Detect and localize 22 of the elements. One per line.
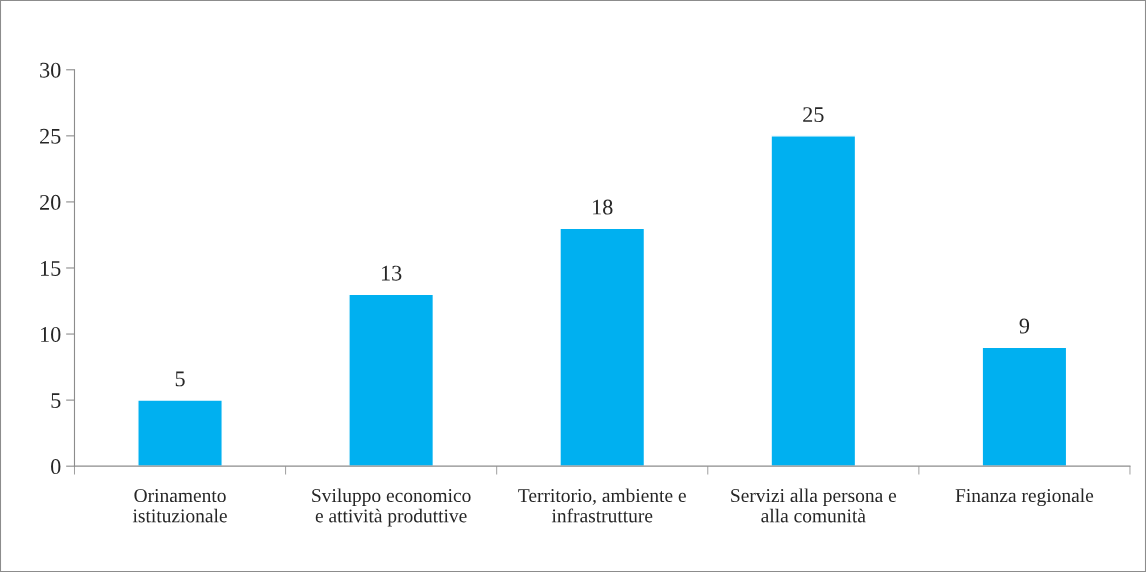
data-label: 18 xyxy=(593,199,613,215)
y-tick-label: 20 xyxy=(40,194,61,210)
x-tick-label: Orinamento istituzionale xyxy=(132,489,227,523)
bar xyxy=(137,399,223,467)
x-tick-label: Servizi alla persona e alla comunità xyxy=(731,488,897,523)
bar xyxy=(770,135,857,467)
y-tick-label: 0 xyxy=(51,459,61,475)
x-tick-label: Territorio, ambiente e infrastrutture xyxy=(518,488,686,523)
data-label: 5 xyxy=(175,371,185,387)
y-tick-label: 30 xyxy=(40,62,61,78)
x-tick-label: Finanza regionale xyxy=(955,488,1094,507)
bar xyxy=(559,227,646,467)
data-label: 13 xyxy=(381,265,402,281)
bar xyxy=(981,346,1068,467)
data-label: 9 xyxy=(1019,318,1030,334)
y-tick-label: 15 xyxy=(41,261,61,276)
bar xyxy=(348,293,435,467)
x-tick-label: Sviluppo economico e attività produttive xyxy=(312,488,471,527)
y-tick-label: 25 xyxy=(40,128,61,144)
y-tick-label: 5 xyxy=(51,393,61,409)
data-label: 25 xyxy=(803,107,824,123)
y-tick-label: 10 xyxy=(41,326,61,342)
